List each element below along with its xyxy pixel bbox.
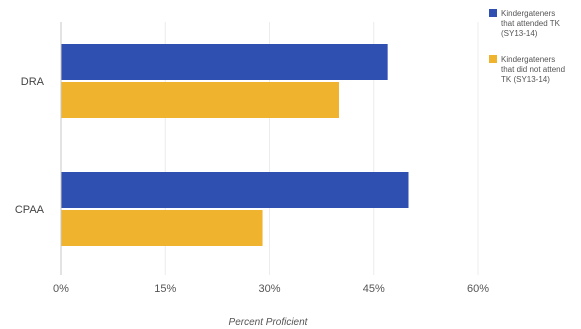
x-tick-label: 30% <box>258 283 280 295</box>
legend-label: that did not attend <box>501 65 565 74</box>
x-tick-label: 15% <box>154 283 176 295</box>
bar-cpaa-series-2 <box>61 210 263 246</box>
x-tick-label: 0% <box>53 283 69 295</box>
x-axis-title: Percent Proficient <box>229 317 309 328</box>
legend-label: TK (SY13-14) <box>501 75 550 84</box>
x-tick-label: 45% <box>363 283 385 295</box>
legend-label: (SY13-14) <box>501 29 538 38</box>
category-label-cpaa: CPAA <box>15 204 45 216</box>
bars <box>61 44 409 246</box>
bar-cpaa-series-1 <box>61 172 409 208</box>
legend-label: Kindergateners <box>501 55 555 64</box>
category-label-dra: DRA <box>21 76 45 88</box>
x-tick-labels: 0% 15% 30% 45% 60% <box>53 283 489 295</box>
x-tick-label: 60% <box>467 283 489 295</box>
legend-label: Kindergateners <box>501 9 555 18</box>
legend-label: that attended TK <box>501 19 561 28</box>
bar-dra-series-1 <box>61 44 388 80</box>
legend-swatch <box>489 55 497 63</box>
legend-swatch <box>489 9 497 17</box>
bar-dra-series-2 <box>61 82 339 118</box>
category-labels: DRA CPAA <box>15 76 45 216</box>
